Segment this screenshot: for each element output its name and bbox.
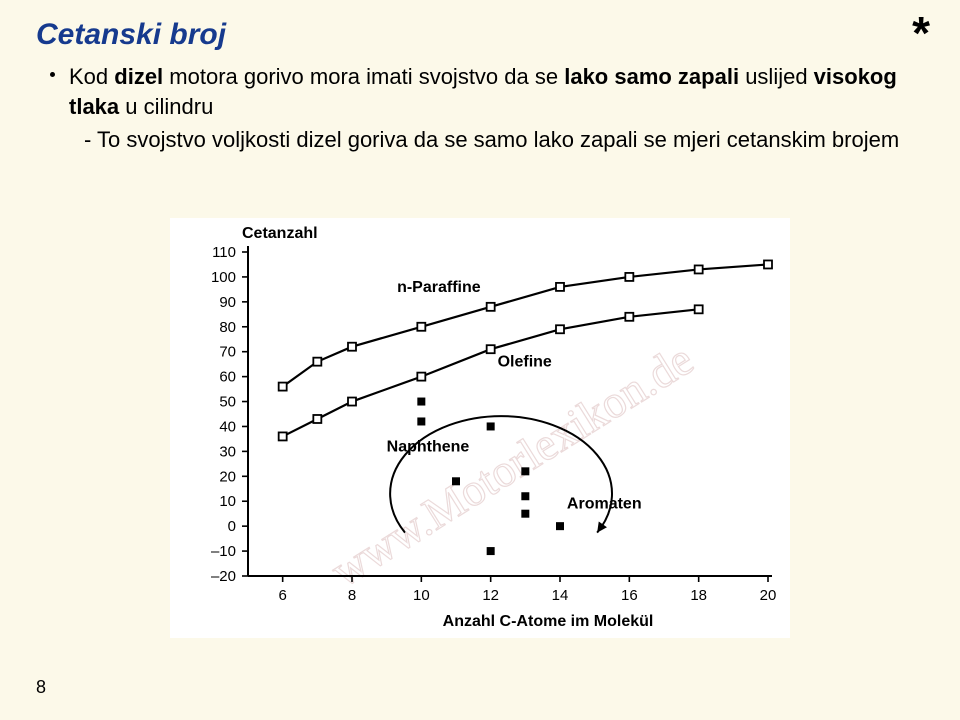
svg-text:Olefine: Olefine [498, 354, 552, 371]
svg-text:90: 90 [219, 294, 236, 311]
svg-text:0: 0 [228, 518, 236, 535]
bullet-1: Kod dizel motora gorivo mora imati svojs… [50, 62, 924, 121]
svg-text:8: 8 [348, 587, 356, 604]
svg-text:100: 100 [211, 269, 236, 286]
svg-text:110: 110 [212, 244, 236, 261]
slide-title: Cetanski broj [36, 18, 924, 52]
svg-text:50: 50 [219, 394, 236, 411]
svg-text:–20: –20 [211, 568, 236, 585]
asterisk-icon: * [912, 6, 930, 60]
page-number: 8 [36, 677, 46, 698]
bullet-1-sub: - To svojstvo voljkosti dizel goriva da … [84, 125, 924, 155]
svg-text:12: 12 [482, 587, 499, 604]
bullet-dot-icon [50, 72, 55, 77]
svg-text:Cetanzahl: Cetanzahl [242, 225, 318, 242]
svg-text:20: 20 [219, 468, 236, 485]
svg-text:18: 18 [690, 587, 707, 604]
cetane-chart: www.Motorlexikon.de–20–10010203040506070… [170, 218, 790, 638]
svg-text:10: 10 [413, 587, 430, 604]
svg-text:Anzahl C-Atome im Molekül: Anzahl C-Atome im Molekül [443, 613, 654, 630]
svg-text:6: 6 [278, 587, 286, 604]
svg-text:16: 16 [621, 587, 638, 604]
svg-text:Naphthene: Naphthene [387, 438, 470, 455]
svg-text:70: 70 [219, 344, 236, 361]
svg-text:80: 80 [219, 319, 236, 336]
svg-text:60: 60 [219, 369, 236, 386]
svg-text:40: 40 [219, 418, 236, 435]
svg-text:10: 10 [219, 493, 236, 510]
svg-text:30: 30 [219, 443, 236, 460]
svg-text:n-Paraffine: n-Paraffine [397, 279, 481, 296]
svg-text:Aromaten: Aromaten [567, 496, 642, 513]
bullet-1-text: Kod dizel motora gorivo mora imati svojs… [69, 62, 924, 121]
svg-text:14: 14 [552, 587, 569, 604]
svg-text:20: 20 [760, 587, 777, 604]
svg-text:–10: –10 [211, 543, 236, 560]
